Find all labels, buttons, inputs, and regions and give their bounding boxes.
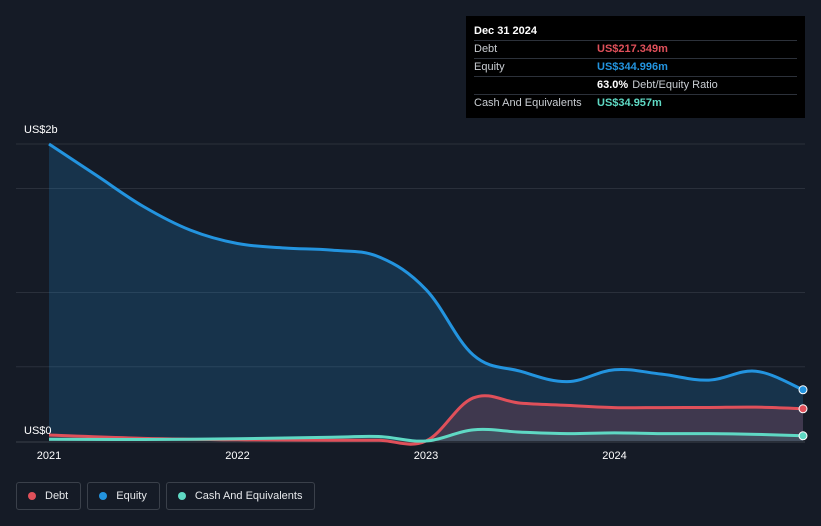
legend-label-equity: Equity	[116, 490, 147, 502]
tooltip-debt-label: Debt	[474, 43, 498, 55]
tooltip-cash-label: Cash And Equivalents	[474, 97, 582, 109]
tooltip-row-equity: Equity US$344.996m	[474, 58, 797, 76]
legend: Debt Equity Cash And Equivalents	[16, 482, 316, 510]
x-tick-label: 2024	[602, 450, 627, 462]
cash-series-line	[48, 427, 804, 443]
y-axis-bottom-label: US$0	[24, 425, 52, 437]
tooltip-row-cash: Cash And Equivalents US$34.957m	[474, 94, 797, 112]
tooltip-row-debt: Debt US$217.349m	[474, 40, 797, 58]
legend-label-debt: Debt	[45, 490, 69, 502]
cash-end-marker	[798, 431, 808, 441]
tooltip-panel: Dec 31 2024 Debt US$217.349m Equity US$3…	[466, 16, 805, 118]
cash-dot-icon	[177, 492, 186, 500]
tooltip-cash-value: US$34.957m	[597, 97, 662, 109]
x-tick-label: 2023	[413, 450, 439, 462]
tooltip-ratio-label: Debt/Equity Ratio	[632, 79, 718, 91]
x-tick-label: 2021	[36, 450, 62, 462]
debt-end-marker	[798, 404, 808, 414]
cash-area	[49, 429, 803, 442]
tooltip-debt-value: US$217.349m	[597, 43, 668, 55]
equity-series-line	[48, 142, 804, 392]
equity-dot-icon	[99, 492, 108, 500]
equity-end-marker	[798, 385, 808, 395]
tooltip-equity-label: Equity	[474, 61, 505, 73]
legend-label-cash: Cash And Equivalents	[194, 490, 303, 502]
legend-item-debt[interactable]: Debt	[16, 482, 82, 510]
tooltip-equity-value: US$344.996m	[597, 61, 668, 73]
legend-item-equity[interactable]: Equity	[87, 482, 160, 510]
legend-item-cash[interactable]: Cash And Equivalents	[165, 482, 316, 510]
x-tick-label: 2022	[225, 450, 250, 462]
tooltip-row-ratio: 63.0% Debt/Equity Ratio	[474, 76, 797, 94]
tooltip-date: Dec 31 2024	[474, 25, 537, 37]
debt-dot-icon	[28, 492, 36, 500]
y-axis-top-label: US$2b	[24, 124, 58, 136]
equity-area	[49, 144, 803, 441]
tooltip-ratio-value: 63.0%	[597, 79, 629, 91]
